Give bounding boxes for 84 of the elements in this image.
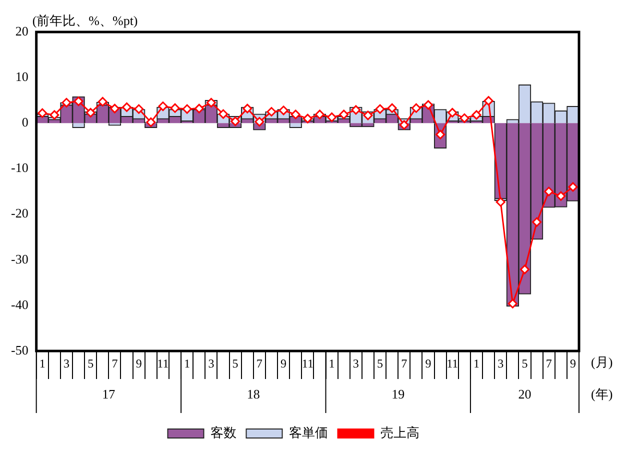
text: 17 [102, 386, 116, 402]
y-tick-label: -30 [10, 251, 28, 266]
x-tick-label: 7 [401, 356, 408, 370]
point [496, 197, 506, 207]
point [146, 117, 156, 127]
legend-label: 売上高 [380, 424, 420, 440]
x-tick-label: 3 [63, 356, 70, 370]
y-tick-label: -10 [10, 160, 28, 176]
point [218, 109, 228, 119]
point [38, 108, 48, 118]
text: (月) [591, 354, 613, 370]
y-tick-label: 0 [22, 114, 28, 130]
point [278, 106, 288, 116]
legend-label: 客単価 [288, 424, 328, 440]
text: 20 [518, 386, 532, 402]
y-tick-label: 20 [15, 23, 28, 38]
point [170, 103, 180, 113]
x-tick-label: 11 [446, 356, 458, 370]
point [532, 217, 542, 227]
text: 18 [246, 386, 260, 402]
x-tick-label: 11 [302, 356, 314, 370]
point [110, 104, 120, 114]
x-tick-label: 1 [328, 356, 335, 370]
text: (年) [591, 386, 613, 402]
x-tick-label: 9 [570, 356, 576, 370]
point [484, 96, 494, 106]
y-tick-label: -40 [10, 296, 28, 312]
point [194, 104, 204, 114]
x-tick-label: 7 [546, 356, 552, 370]
x-tick-label: 7 [256, 356, 262, 370]
x-tick-label: 9 [136, 356, 142, 370]
point [460, 113, 470, 123]
x-tick-label: 9 [280, 356, 287, 370]
x-tick-label: 3 [208, 356, 214, 370]
x-tick-label: 1 [473, 356, 480, 370]
point [182, 104, 192, 114]
legend-label: 客数 [210, 424, 236, 440]
y-tick-label: -20 [10, 206, 28, 221]
point [411, 103, 421, 113]
point [508, 298, 518, 308]
x-tick-label: 3 [498, 356, 504, 370]
point [74, 96, 84, 106]
x-tick-label: 5 [88, 356, 94, 370]
point [375, 104, 385, 114]
point [327, 112, 337, 122]
point [314, 110, 324, 120]
point [472, 110, 482, 120]
point [399, 120, 409, 130]
point [266, 107, 276, 116]
x-tick-label: 11 [157, 356, 169, 370]
y-tick-label: -50 [10, 342, 28, 358]
point [544, 186, 554, 196]
point [387, 103, 397, 113]
x-tick-label: 1 [39, 356, 46, 370]
point [254, 117, 264, 127]
x-tick-label: 5 [377, 356, 384, 370]
x-tick-label: 9 [425, 356, 432, 370]
x-tick-label: 3 [352, 356, 359, 370]
x-tick-label: 7 [112, 356, 118, 370]
y-axis-title: (前年比、%、%pt) [32, 12, 138, 28]
point [302, 114, 312, 124]
point [242, 104, 252, 114]
point [86, 108, 96, 118]
x-tick-label: 1 [184, 356, 190, 370]
point [122, 102, 132, 112]
point [62, 98, 72, 108]
point [230, 116, 240, 126]
point [290, 110, 300, 120]
point [206, 98, 216, 108]
point [556, 191, 566, 201]
point [98, 96, 108, 106]
x-tick-label: 5 [522, 356, 528, 370]
y-tick-label: 10 [15, 68, 28, 84]
point [134, 104, 144, 114]
point [363, 110, 373, 120]
x-tick-label: 5 [232, 356, 238, 370]
point [50, 110, 60, 120]
point [158, 102, 168, 112]
point [424, 100, 434, 110]
point [568, 182, 578, 192]
point [339, 110, 349, 120]
text: 19 [392, 386, 405, 402]
point [520, 264, 530, 274]
point [448, 108, 458, 118]
